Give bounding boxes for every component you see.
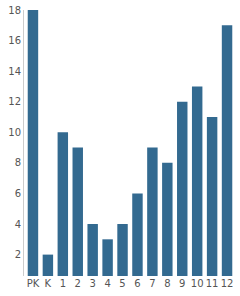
svg-text:2: 2: [75, 278, 81, 289]
svg-text:10: 10: [8, 127, 21, 138]
svg-text:K: K: [45, 278, 52, 289]
svg-text:11: 11: [206, 278, 219, 289]
svg-text:PK: PK: [27, 278, 40, 289]
svg-text:8: 8: [164, 278, 170, 289]
svg-text:4: 4: [15, 219, 21, 230]
svg-text:16: 16: [8, 35, 21, 46]
svg-text:8: 8: [15, 157, 21, 168]
svg-text:4: 4: [104, 278, 110, 289]
svg-text:6: 6: [134, 278, 140, 289]
svg-text:6: 6: [15, 188, 21, 199]
svg-text:12: 12: [221, 278, 234, 289]
svg-text:12: 12: [8, 96, 21, 107]
svg-text:7: 7: [149, 278, 155, 289]
svg-text:5: 5: [119, 278, 125, 289]
svg-text:1: 1: [60, 278, 66, 289]
svg-text:2: 2: [15, 249, 21, 260]
svg-text:18: 18: [8, 5, 21, 16]
svg-text:9: 9: [179, 278, 185, 289]
svg-text:3: 3: [89, 278, 95, 289]
svg-text:10: 10: [191, 278, 204, 289]
svg-text:14: 14: [8, 66, 21, 77]
